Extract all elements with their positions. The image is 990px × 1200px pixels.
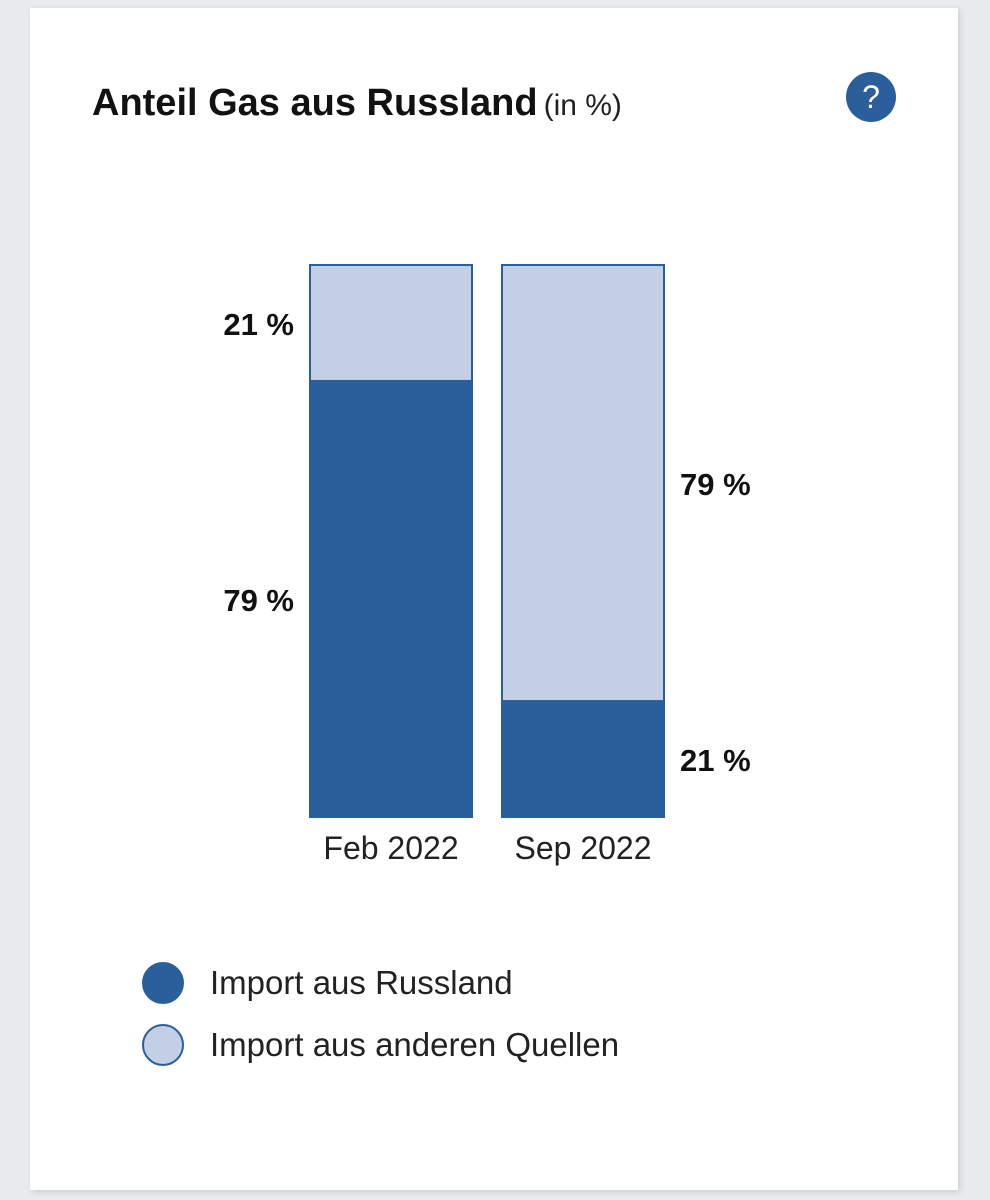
chart-card: Anteil Gas aus Russland (in %) ? 79 % 21 %… — [30, 8, 958, 1190]
bar-segment-russia-1 — [309, 379, 473, 818]
chart-title-unit: (in %) — [543, 89, 622, 122]
legend-label-russia: Import aus Russland — [210, 964, 513, 1001]
data-label-russia-2: 21 % — [680, 743, 751, 778]
category-label-2: Sep 2022 — [514, 830, 651, 866]
stacked-bar-chart: 79 % 21 % Feb 2022 21 % 79 % Sep 2022 — [223, 264, 751, 866]
data-label-other-1: 21 % — [223, 307, 294, 342]
legend-swatch-russia — [142, 962, 184, 1004]
legend-label-other: Import aus anderen Quellen — [210, 1026, 620, 1063]
data-label-russia-1: 79 % — [223, 583, 294, 618]
question-icon[interactable]: ? — [846, 72, 896, 122]
data-label-other-2: 79 % — [680, 467, 751, 502]
bar-segment-other-1 — [309, 264, 473, 382]
bar-segment-russia-2 — [501, 700, 665, 819]
bar-segment-other-2 — [501, 264, 665, 703]
legend: Import aus Russland Import aus anderen Q… — [142, 952, 619, 1076]
help-glyph: ? — [862, 79, 880, 115]
category-label-1: Feb 2022 — [323, 830, 458, 866]
chart-title: Anteil Gas aus Russland (in %) — [92, 82, 622, 125]
chart-title-text: Anteil Gas aus Russland — [92, 82, 538, 124]
legend-item-other: Import aus anderen Quellen — [142, 1014, 619, 1076]
legend-item-russia: Import aus Russland — [142, 952, 619, 1014]
legend-swatch-other — [142, 1024, 184, 1066]
